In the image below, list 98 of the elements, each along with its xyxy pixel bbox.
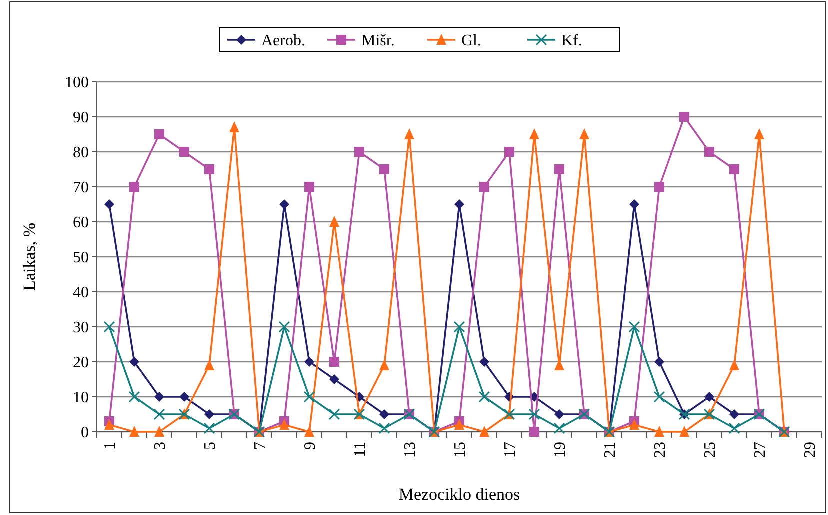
- point: [180, 147, 190, 157]
- point: [580, 128, 590, 140]
- point: [704, 147, 714, 157]
- y-tick-label: 40: [73, 284, 89, 302]
- point: [730, 410, 740, 420]
- y-tick-label: 100: [65, 74, 89, 92]
- point: [104, 419, 114, 430]
- point: [704, 392, 714, 402]
- point: [628, 321, 640, 333]
- point: [528, 408, 540, 420]
- point: [154, 408, 166, 420]
- x-tick-label: 23: [652, 442, 670, 458]
- point: [530, 427, 540, 437]
- point: [278, 321, 290, 333]
- point: [380, 360, 390, 370]
- point: [304, 357, 314, 367]
- point: [378, 422, 390, 434]
- x-tick-label: 21: [602, 442, 620, 458]
- point: [504, 147, 514, 157]
- point: [478, 391, 490, 403]
- y-tick-label: 80: [73, 144, 89, 162]
- point: [328, 408, 340, 420]
- x-tick-label: 13: [402, 442, 420, 458]
- point: [354, 147, 364, 157]
- y-tick-label: 30: [73, 320, 89, 337]
- x-tick-label: 3: [152, 442, 170, 450]
- point: [480, 357, 490, 367]
- point: [154, 426, 164, 437]
- point: [180, 392, 190, 402]
- point: [680, 426, 690, 437]
- point: [280, 200, 290, 210]
- legend-label: Mišr.: [362, 32, 395, 50]
- legend-label: Gl.: [462, 32, 482, 50]
- point: [654, 391, 666, 403]
- y-tick-label: 90: [73, 110, 89, 127]
- point: [204, 360, 214, 370]
- legend-label: Kf.: [562, 32, 582, 50]
- point: [680, 112, 690, 122]
- point: [304, 391, 316, 403]
- point: [530, 128, 540, 140]
- point: [330, 357, 340, 367]
- point: [630, 419, 640, 430]
- y-tick-label: 10: [73, 390, 89, 407]
- x-axis-title: Mezociklo dienos: [398, 485, 520, 504]
- point: [380, 410, 390, 420]
- point: [754, 128, 764, 140]
- point: [380, 164, 390, 174]
- point: [730, 360, 740, 370]
- point: [554, 410, 564, 420]
- point: [204, 422, 216, 434]
- y-tick-label: 60: [73, 214, 89, 232]
- point: [204, 410, 214, 420]
- point: [480, 182, 490, 192]
- point: [728, 422, 740, 434]
- y-tick-label: 70: [73, 180, 89, 197]
- x-tick-label: 29: [802, 442, 820, 458]
- point: [154, 130, 164, 140]
- point: [480, 426, 490, 437]
- point: [104, 321, 116, 333]
- y-tick-label: 0: [81, 424, 89, 442]
- x-tick-label: 9: [302, 442, 320, 450]
- point: [654, 357, 664, 367]
- point: [154, 392, 164, 402]
- y-axis-title: Laikas, %: [20, 223, 39, 291]
- y-tick-label: 20: [73, 354, 89, 372]
- x-tick-label: 7: [252, 442, 270, 450]
- point: [128, 391, 140, 403]
- point: [330, 374, 340, 384]
- x-tick-label: 17: [502, 442, 520, 458]
- point: [204, 164, 214, 174]
- point: [130, 357, 140, 367]
- legend-label: Aerob.: [262, 32, 306, 50]
- x-tick-label: 11: [352, 442, 370, 458]
- x-tick-label: 25: [702, 442, 720, 458]
- point: [304, 182, 314, 192]
- y-tick-label: 50: [73, 250, 89, 267]
- point: [630, 200, 640, 210]
- point: [230, 122, 240, 132]
- point: [330, 216, 340, 227]
- x-tick-label: 19: [552, 442, 570, 458]
- point: [104, 200, 114, 210]
- point: [454, 321, 466, 333]
- x-tick-label: 27: [752, 442, 770, 458]
- point: [454, 419, 464, 430]
- point: [554, 164, 564, 174]
- point: [730, 164, 740, 174]
- point: [654, 426, 664, 437]
- point: [404, 128, 414, 140]
- point: [654, 182, 664, 192]
- point: [130, 426, 140, 437]
- x-tick-label: 15: [452, 442, 470, 458]
- point: [304, 426, 314, 437]
- point: [130, 182, 140, 192]
- point: [454, 200, 464, 210]
- point: [280, 419, 290, 430]
- x-tick-label: 5: [202, 442, 220, 450]
- x-tick-label: 1: [102, 442, 120, 450]
- point: [554, 422, 566, 434]
